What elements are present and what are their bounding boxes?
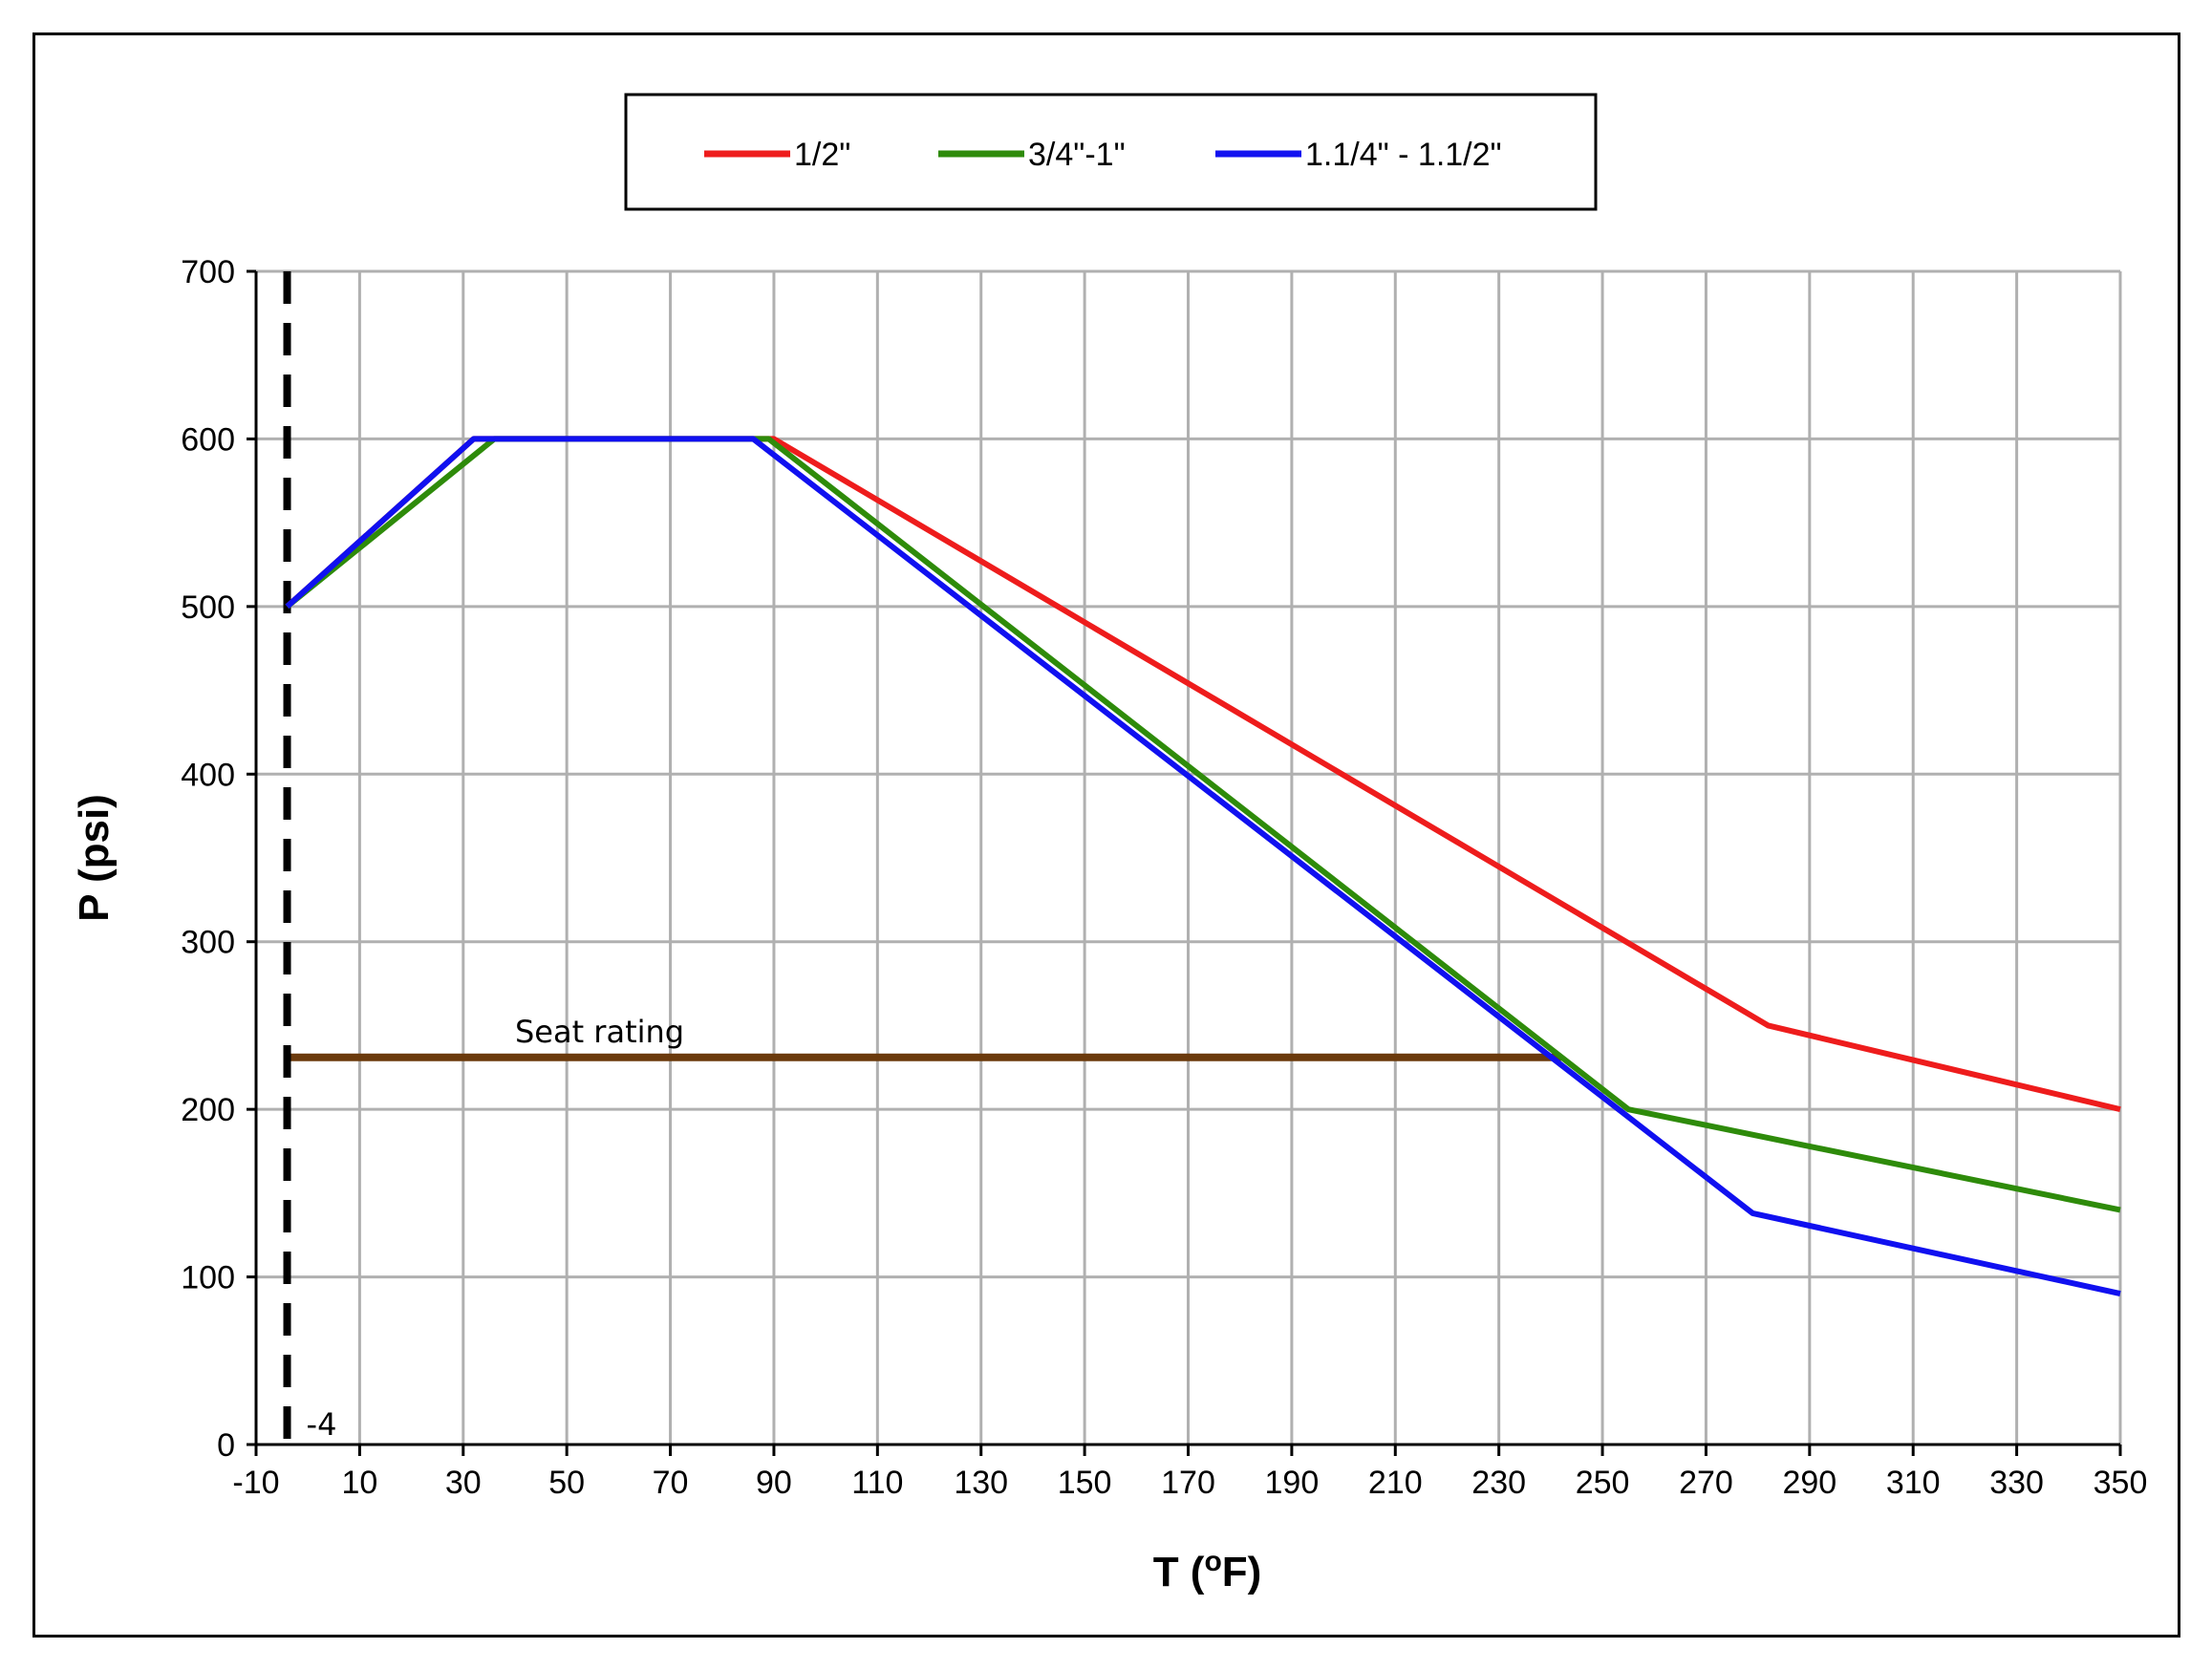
axes [247,269,2122,1456]
x-tick-label: 230 [1471,1465,1526,1501]
seat-rating-label: Seat rating [515,1014,684,1050]
x-tick-label: 250 [1576,1465,1630,1501]
x-tick-label: 330 [1989,1465,2044,1501]
tick-labels: 0 100 200 300 400 500 600 700 -10 10 30 50 70 90 110 13… [181,254,2147,1501]
legend: 1/2" 3/4"-1" 1.1/4" - 1.1/2" [624,93,1598,211]
x-tick-label: 90 [756,1465,792,1501]
x-tick-label: 150 [1058,1465,1112,1501]
x-tick-label: 290 [1782,1465,1836,1501]
x-tick-label: 30 [445,1465,482,1501]
y-tick-label: 400 [181,757,235,793]
x-axis-title-superscript: o [1204,1546,1221,1577]
x-tick-label: 190 [1265,1465,1320,1501]
x-axis-title-main: T ( [1153,1549,1205,1595]
x-tick-label: 170 [1161,1465,1215,1501]
y-tick-label: 500 [181,589,235,626]
series-line-2 [285,436,2121,1213]
x-axis-title-unit: F) [1222,1549,1262,1595]
dashed-reference-label: -4 [307,1406,337,1443]
x-tick-label: -10 [232,1465,279,1501]
legend-label-1: 1/2" [794,137,850,173]
legend-label-2: 3/4"-1" [1028,137,1126,173]
y-tick-label: 600 [181,421,235,458]
y-tick-label: 300 [181,925,235,961]
y-tick-label: 200 [181,1092,235,1128]
series-line-3 [285,436,2121,1297]
x-tick-label: 50 [548,1465,585,1501]
y-tick-label: 0 [217,1427,235,1464]
x-tick-label: 210 [1368,1465,1423,1501]
x-axis-title: T (oF) [1153,1546,1262,1596]
x-tick-label: 70 [653,1465,689,1501]
x-tick-label: 110 [851,1465,903,1501]
series-lines [285,436,2121,1297]
y-tick-label: 100 [181,1260,235,1296]
grid [256,269,2122,1445]
x-tick-label: 310 [1886,1465,1941,1501]
y-tick-label: 700 [181,254,235,290]
x-tick-label: 10 [341,1465,377,1501]
chart-frame: 1/2" 3/4"-1" 1.1/4" - 1.1/2" 0 100 200 300 400… [32,32,2180,1638]
x-tick-label: 130 [954,1465,1008,1501]
x-tick-label: 270 [1679,1465,1733,1501]
x-tick-label: 350 [2094,1465,2148,1501]
y-axis-title: P (psi) [71,794,118,922]
pressure-temperature-chart: 1/2" 3/4"-1" 1.1/4" - 1.1/2" 0 100 200 300 400… [71,93,2147,1596]
reference-lines [283,271,1561,1445]
legend-label-3: 1.1/4" - 1.1/2" [1305,137,1502,173]
